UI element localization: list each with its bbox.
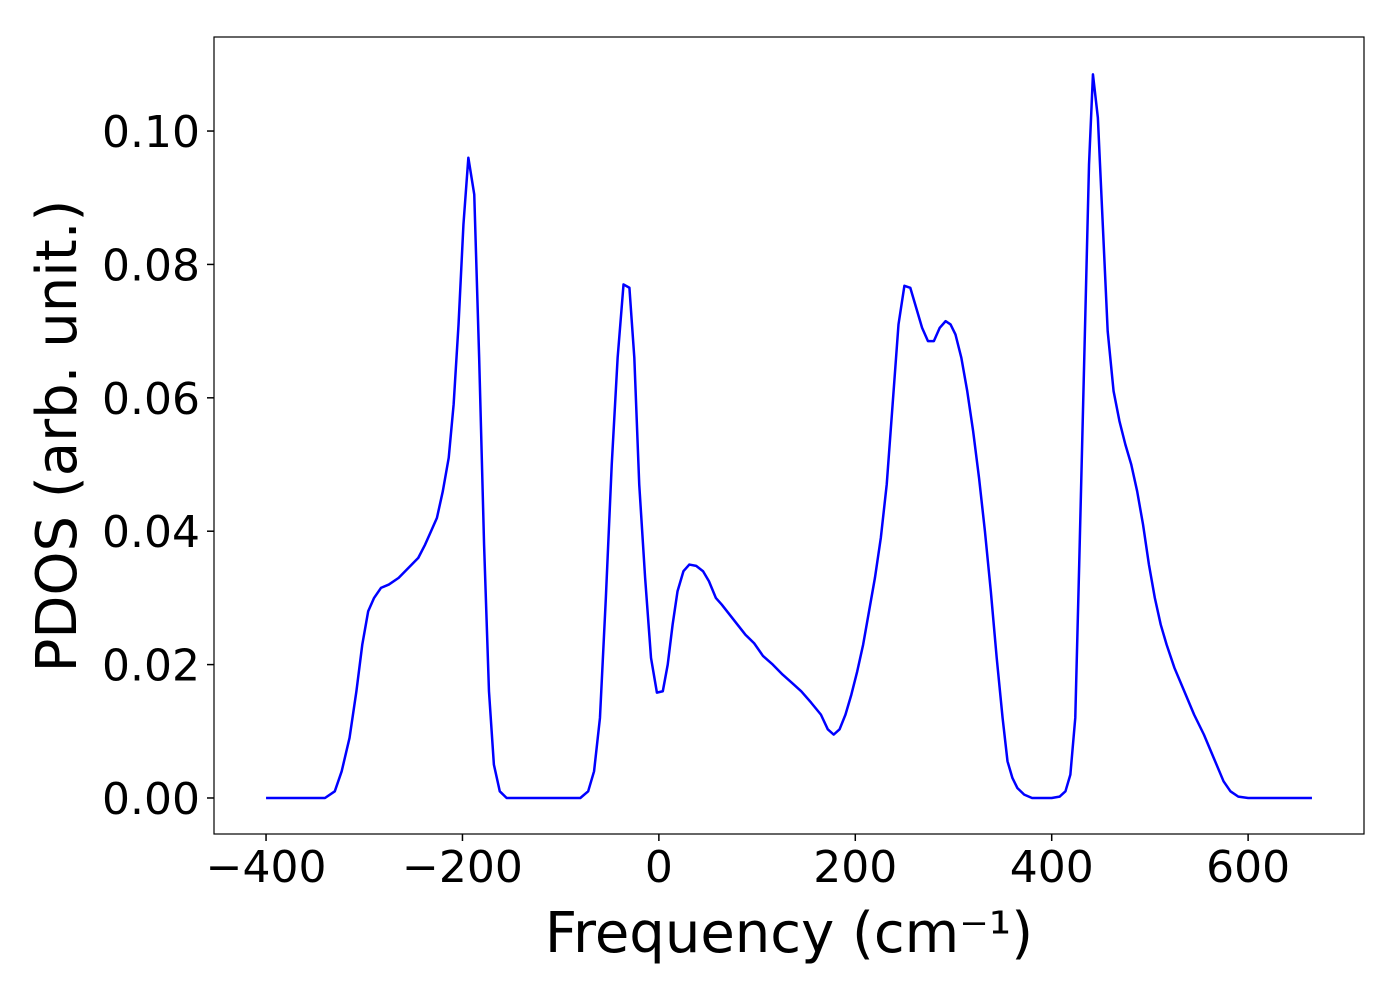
y-tick-label: 0.10: [102, 107, 200, 158]
line: [266, 73, 1312, 800]
x-tick-label: 200: [813, 842, 897, 893]
plot-frame: [213, 36, 1365, 835]
x-tick-label: 0: [645, 842, 673, 893]
x-tick-label: −200: [402, 842, 523, 893]
x-tick-label: −400: [206, 842, 327, 893]
y-axis-label: PDOS (arb. unit.): [25, 200, 90, 673]
x-tick-label: 600: [1206, 842, 1290, 893]
y-tick-label: 0.04: [102, 507, 200, 558]
y-tick-label: 0.00: [102, 774, 200, 825]
x-axis-label: Frequency (cm⁻¹): [545, 901, 1033, 966]
y-tick-label: 0.02: [102, 641, 200, 692]
y-tick-label: 0.08: [102, 240, 200, 291]
x-tick-label: 400: [1010, 842, 1094, 893]
y-tick-label: 0.06: [102, 374, 200, 425]
